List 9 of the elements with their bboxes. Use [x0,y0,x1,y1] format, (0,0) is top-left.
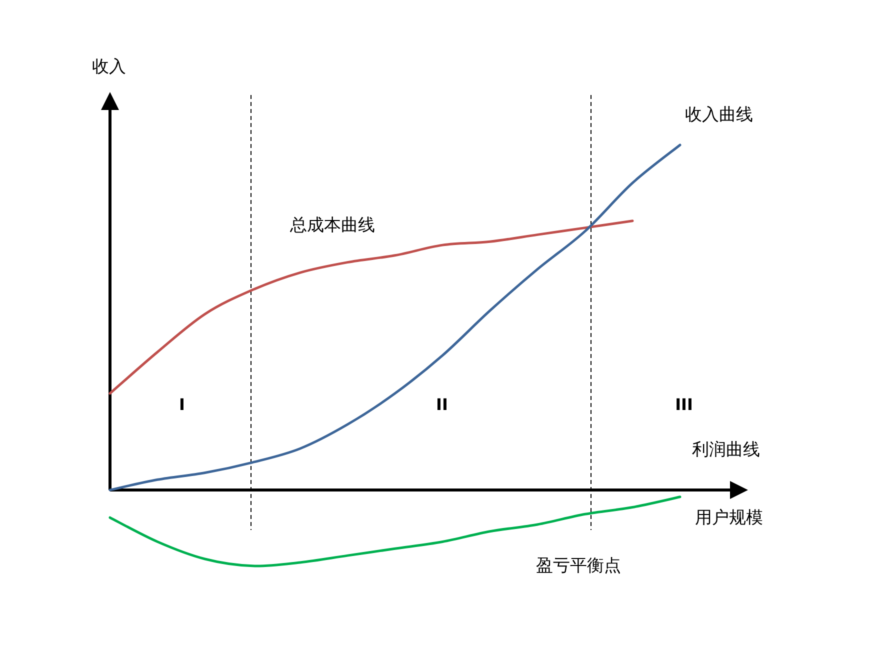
text: 利润曲线 [692,440,760,460]
series-label: 收入曲线 [685,105,753,125]
y-axis-title: 收入 [92,57,126,77]
annotation: I [179,395,185,414]
annotation: III [675,395,693,414]
series-label: 总成本曲线 [289,216,375,236]
annotation: II [436,395,448,414]
x-axis-title: 用户规模 [695,508,763,528]
annotation: 盈亏平衡点 [536,556,621,576]
